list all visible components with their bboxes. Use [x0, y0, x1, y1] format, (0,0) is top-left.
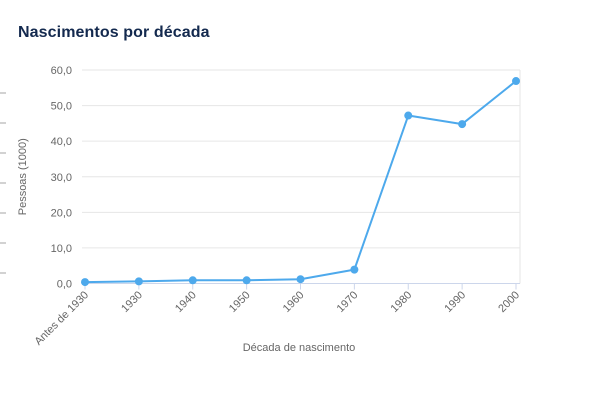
y-tick-label: 50,0: [51, 101, 72, 113]
x-tick-label: 1960: [281, 289, 307, 315]
data-point[interactable]: [242, 276, 251, 285]
data-point[interactable]: [81, 278, 89, 287]
data-point[interactable]: [404, 111, 413, 120]
edge-tick-artifact: [0, 212, 6, 214]
x-tick-label: 1950: [227, 289, 253, 315]
x-tick-label: 1930: [119, 289, 145, 315]
data-point[interactable]: [512, 77, 520, 86]
data-point[interactable]: [134, 277, 143, 286]
y-tick-label: 20,0: [51, 207, 72, 219]
edge-tick-artifact: [0, 152, 6, 154]
y-tick-label: 30,0: [51, 172, 72, 184]
x-tick-label: 1940: [173, 289, 199, 315]
y-axis-title: Pessoas (1000): [17, 138, 29, 215]
edge-tick-artifact: [0, 272, 6, 274]
y-tick-label: 60,0: [51, 65, 72, 77]
x-tick-label: 1980: [389, 289, 415, 315]
edge-tick-artifact: [0, 92, 6, 94]
data-point[interactable]: [458, 120, 467, 129]
data-point[interactable]: [188, 276, 197, 285]
data-point[interactable]: [296, 275, 305, 284]
edge-tick-artifact: [0, 242, 6, 244]
x-tick-label: 2000: [496, 289, 522, 315]
x-tick-label: 1990: [442, 289, 468, 315]
x-tick-label: Antes de 1930: [32, 289, 91, 348]
y-tick-label: 0,0: [57, 279, 72, 291]
x-tick-label: 1970: [335, 289, 361, 315]
chart-title: Nascimentos por década: [18, 24, 210, 41]
edge-tick-artifact: [0, 122, 6, 124]
series-line: [84, 80, 517, 284]
edge-tick-artifact: [0, 182, 6, 184]
y-tick-label: 10,0: [51, 243, 72, 255]
data-point[interactable]: [350, 265, 359, 274]
x-axis-title: Década de nascimento: [243, 342, 356, 354]
y-tick-label: 40,0: [51, 136, 72, 148]
